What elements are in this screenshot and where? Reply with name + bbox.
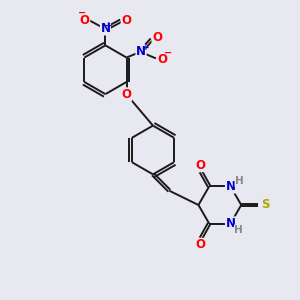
Text: O: O <box>196 238 206 251</box>
Text: O: O <box>152 32 162 44</box>
Text: N: N <box>100 22 110 35</box>
Text: H: H <box>235 176 244 186</box>
Text: N: N <box>226 180 236 193</box>
Text: O: O <box>196 159 206 172</box>
Text: N: N <box>136 45 146 58</box>
Text: O: O <box>121 14 131 27</box>
Text: −: − <box>164 48 172 58</box>
Text: +: + <box>106 21 113 30</box>
Text: +: + <box>142 43 149 52</box>
Text: O: O <box>80 14 90 27</box>
Text: O: O <box>122 88 131 101</box>
Text: S: S <box>261 199 269 212</box>
Text: H: H <box>235 225 243 235</box>
Text: N: N <box>226 217 236 230</box>
Text: −: − <box>78 8 86 18</box>
Text: O: O <box>158 53 167 66</box>
